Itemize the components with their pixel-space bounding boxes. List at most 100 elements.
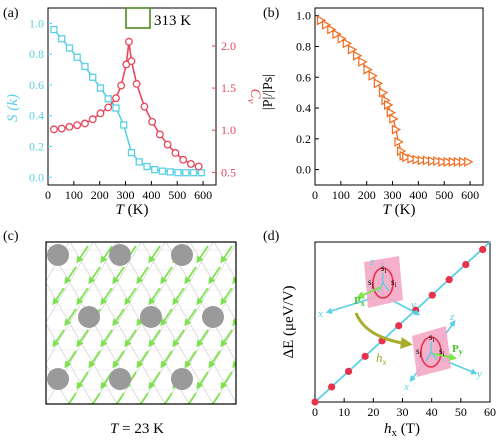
y-tick-label: 0.2 <box>296 132 311 146</box>
series-s-point <box>96 84 105 92</box>
series-p-point <box>433 156 443 167</box>
panel-c: (c) T = 23 K <box>0 229 357 437</box>
inset1-site-left: sj <box>368 277 374 289</box>
spin-arrow <box>220 329 233 348</box>
spin-arrow <box>184 308 197 327</box>
spin-arrow <box>220 371 233 390</box>
series-cv-point <box>104 103 113 112</box>
data-point <box>328 383 336 391</box>
spin-arrow <box>184 266 197 285</box>
spin-arrow <box>76 245 89 264</box>
spin-arrow <box>172 287 185 306</box>
data-point <box>428 291 436 299</box>
series-p-point <box>448 156 459 167</box>
y-tick-label: 0.6 <box>296 70 311 84</box>
spin-arrow <box>196 329 209 348</box>
x-tick-label: 0 <box>45 188 51 202</box>
series-p-point <box>407 153 417 164</box>
panel-b-frame <box>314 7 484 186</box>
spin-arrow <box>124 329 137 348</box>
series-s-point <box>127 149 136 157</box>
spin-arrow <box>76 329 89 348</box>
spin-arrow <box>160 350 173 369</box>
series-p-point <box>384 99 394 110</box>
x-tick-label: 30 <box>397 405 409 419</box>
panel-c-frame <box>45 241 237 405</box>
spin-arrow <box>258 267 268 282</box>
lattice-line <box>46 242 70 283</box>
inset2-axis-z: z <box>449 311 455 323</box>
y-tick-label: 1.0 <box>29 16 44 30</box>
spin-arrow <box>196 287 209 306</box>
series-cv-point <box>73 121 82 130</box>
series-s-point <box>58 35 66 43</box>
spin-arrow <box>64 350 77 369</box>
lattice-site <box>78 306 100 328</box>
lattice-line <box>189 324 236 404</box>
x-tick-label: 600 <box>194 188 212 202</box>
lattice-line <box>0 242 45 404</box>
inset1-ring <box>372 267 394 299</box>
panel-a-ticks: 0 100 200 300 400 500 600 0.0 0.2 0.4 0.6 0.8 1.0 0.5… <box>29 16 236 202</box>
spin-arrow <box>148 329 161 348</box>
fit-line <box>314 241 491 403</box>
series-p-point <box>342 38 353 49</box>
series-cv-point <box>81 119 89 128</box>
inset2-site-right: si <box>439 346 445 358</box>
spin-arrow <box>88 266 101 285</box>
panel-d-fit-line <box>314 241 491 403</box>
series-p-point <box>316 15 327 26</box>
lattice-line <box>46 242 94 323</box>
x-tick-label: 300 <box>117 188 135 202</box>
series-s-point <box>81 62 89 71</box>
series-p-point <box>458 156 469 167</box>
panel-a-xlabel: T (K) <box>116 202 149 218</box>
y-tick-label: 0.4 <box>29 109 44 123</box>
lattice-line <box>0 242 45 404</box>
x-tick-label: 0 <box>312 188 318 202</box>
spin-arrow <box>148 287 161 306</box>
series-s-point <box>112 104 120 112</box>
series-cv-point <box>148 117 157 126</box>
panel-d-xlabel: hx (T) <box>384 421 420 439</box>
spin-arrow <box>172 329 185 348</box>
series-s-point <box>65 44 74 52</box>
panel-b-xlabel: T (K) <box>383 202 416 218</box>
series-p-point <box>332 29 342 40</box>
series-p-point <box>386 107 397 118</box>
series-p-point <box>327 24 337 35</box>
series-p-point <box>443 156 453 167</box>
y-tick-label: 0.5 <box>221 165 236 179</box>
panel-d-inset-upper: z x y si sj si Px <box>317 256 421 320</box>
spin-arrow <box>64 308 77 327</box>
spin-arrow <box>112 266 125 285</box>
series-p-point <box>453 156 464 167</box>
series-p-point <box>378 87 389 98</box>
spin-arrow <box>258 351 268 366</box>
data-point <box>344 367 353 376</box>
inset2-ring <box>420 336 442 368</box>
spin-arrow <box>208 350 221 369</box>
x-tick-label: 200 <box>358 188 376 202</box>
spin-arrow <box>64 266 77 285</box>
series-cv-point <box>65 122 74 131</box>
series-p-point <box>358 56 368 67</box>
spin-arrow <box>136 392 149 404</box>
series-p-point <box>363 64 373 75</box>
x-tick-label: 100 <box>332 188 350 202</box>
series-cv-point <box>124 37 133 46</box>
spin-arrow <box>184 350 197 369</box>
x-tick-label: 400 <box>142 188 160 202</box>
y-tick-label: 0.4 <box>296 101 311 115</box>
panel-d-inset-lower: z x y si sj si Py <box>403 311 482 393</box>
spin-arrow <box>76 371 89 390</box>
series-s-point <box>189 169 198 177</box>
panel-d-label: (d) <box>263 229 280 244</box>
panel-a-annotation: 313 K <box>154 13 191 29</box>
series-s-point <box>143 162 151 171</box>
series-s-point <box>73 53 81 61</box>
series-p-point <box>347 44 358 55</box>
spin-arrow <box>148 245 161 264</box>
spin-arrow <box>76 287 89 306</box>
lattice-line <box>262 242 357 404</box>
